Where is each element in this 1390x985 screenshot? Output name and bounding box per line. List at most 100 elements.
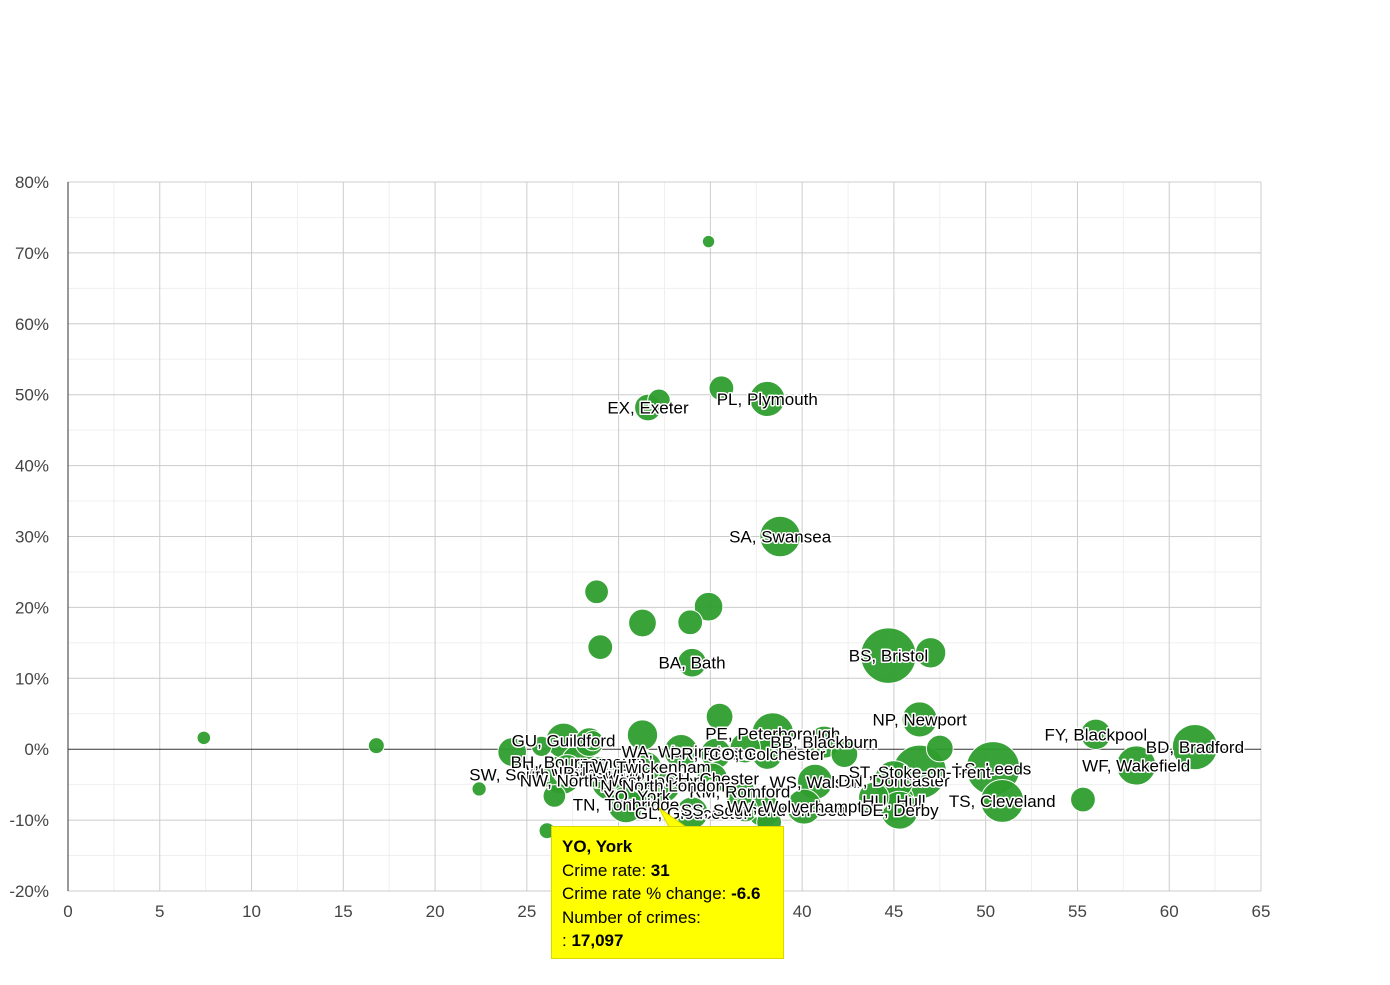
tooltip-count-prefix: : (562, 931, 572, 950)
y-tick-label: 50% (15, 386, 49, 405)
tooltip-count-label: Number of crimes: (562, 907, 701, 927)
point-label: YO, York (603, 787, 671, 806)
x-tick-label: 50 (976, 902, 995, 921)
data-point (530, 735, 553, 757)
point-label: ST, Stoke-on-Trent (849, 763, 991, 782)
point-label: HU, Hull (862, 792, 925, 811)
y-tick-label: 20% (15, 598, 49, 617)
y-tick-label: 70% (15, 244, 49, 263)
data-point (925, 734, 954, 763)
data-point (785, 788, 823, 825)
data-point (542, 784, 567, 808)
data-point (471, 781, 487, 797)
bubble-layer (196, 234, 1219, 840)
data-point (630, 751, 662, 783)
tooltip-count-row: : 17,097 (562, 929, 773, 953)
point-label: GL, Gloucester (635, 804, 750, 823)
point-label: BH, Bournemouth (511, 753, 646, 772)
data-point (584, 579, 609, 605)
data-point (1171, 723, 1219, 771)
point-label: W, Watford (525, 761, 608, 780)
y-tick-label: -20% (9, 882, 49, 901)
tooltip-change-value: -6.6 (731, 884, 761, 903)
point-label: PL, Plymouth (717, 390, 818, 409)
point-label: PR, Preston (670, 744, 762, 763)
point-label: IP, Ipswich (558, 764, 638, 783)
point-label: RM, Romford (689, 783, 790, 802)
y-tick-label: 80% (15, 173, 49, 192)
tooltip-rate-row: Crime rate: 31 (562, 859, 773, 883)
data-point (677, 647, 707, 678)
point-label: NW, North West London (520, 771, 703, 790)
data-point (367, 737, 385, 755)
data-point (647, 388, 671, 413)
x-tick-label: 0 (63, 902, 72, 921)
data-point (696, 762, 728, 794)
point-label: DE, Derby (860, 801, 939, 820)
x-tick-label: 5 (155, 902, 164, 921)
point-label: SW, South West London (469, 766, 654, 785)
x-tick-label: 60 (1160, 902, 1179, 921)
tooltip-rate-label: Crime rate: (562, 860, 651, 880)
data-point (701, 234, 716, 249)
data-point (587, 634, 614, 660)
point-label: TN, Tonbridge (573, 796, 679, 815)
point-label: PE, Peterborough (705, 725, 840, 744)
y-tick-label: -10% (9, 811, 49, 830)
label-layer: EX, Exeter PL, Plymouth SA, Swansea BA, Bat… (468, 388, 1246, 824)
data-point (677, 609, 704, 636)
x-tick-label: 15 (334, 902, 353, 921)
data-point (497, 737, 527, 767)
data-point (582, 730, 604, 752)
tooltip-rate-value: 31 (650, 860, 670, 880)
point-label: FY, Blackpool (1044, 725, 1147, 744)
x-tick-label: 55 (1068, 902, 1087, 921)
tooltip-count-value: 17,097 (571, 931, 624, 950)
data-point (705, 702, 734, 731)
data-point (858, 781, 890, 814)
point-label: SS, Southend-on-Sea (681, 801, 847, 820)
y-tick-label: 10% (15, 669, 49, 688)
data-point (693, 591, 724, 622)
data-point (901, 701, 938, 738)
point-label: WF, Wakefield (1082, 757, 1190, 776)
point-label: EX, Exeter (607, 398, 689, 417)
axis-layer: 05101520253035404550556065-20%-10%0%10%2… (9, 173, 1270, 921)
point-label: GU, Guildford (512, 732, 616, 751)
point-label: N, North London (600, 776, 725, 795)
data-point (708, 375, 735, 402)
data-point (663, 734, 699, 769)
data-point (749, 380, 786, 417)
point-label: CO, Colchester (709, 745, 826, 764)
point-label: BS, Bristol (849, 647, 928, 666)
tooltip-change-row: Crime rate % change: -6.6 (562, 882, 773, 906)
point-label: BA, Bath (658, 654, 725, 673)
x-tick-label: 20 (426, 902, 445, 921)
x-tick-label: 10 (242, 902, 261, 921)
point-label: WA, Warrington (622, 742, 741, 761)
data-point (914, 637, 947, 669)
y-tick-label: 40% (15, 457, 49, 476)
tooltip-change-label: Crime rate % change: (562, 884, 732, 903)
point-label: LS, Leeds (955, 759, 1032, 778)
data-point (628, 608, 657, 638)
point-label: TW, Twickenham (582, 758, 711, 777)
tooltip: YO, York Crime rate: 31 Crime rate % cha… (551, 826, 784, 959)
data-point (1070, 786, 1096, 813)
data-point (607, 785, 645, 824)
data-point (1080, 718, 1112, 750)
data-point (732, 796, 759, 823)
x-tick-label: 45 (884, 902, 903, 921)
point-label: NP, Newport (873, 710, 967, 729)
data-point (980, 778, 1025, 823)
point-label: DN, Doncaster (838, 771, 950, 790)
point-label: SA, Swansea (729, 528, 832, 547)
point-label: BB, Blackburn (770, 733, 878, 752)
y-tick-label: 0% (24, 740, 49, 759)
point-label: WS, Walsall (770, 773, 861, 792)
x-tick-label: 40 (793, 902, 812, 921)
data-point (1116, 745, 1157, 786)
point-label: CH, Chester (665, 769, 759, 788)
